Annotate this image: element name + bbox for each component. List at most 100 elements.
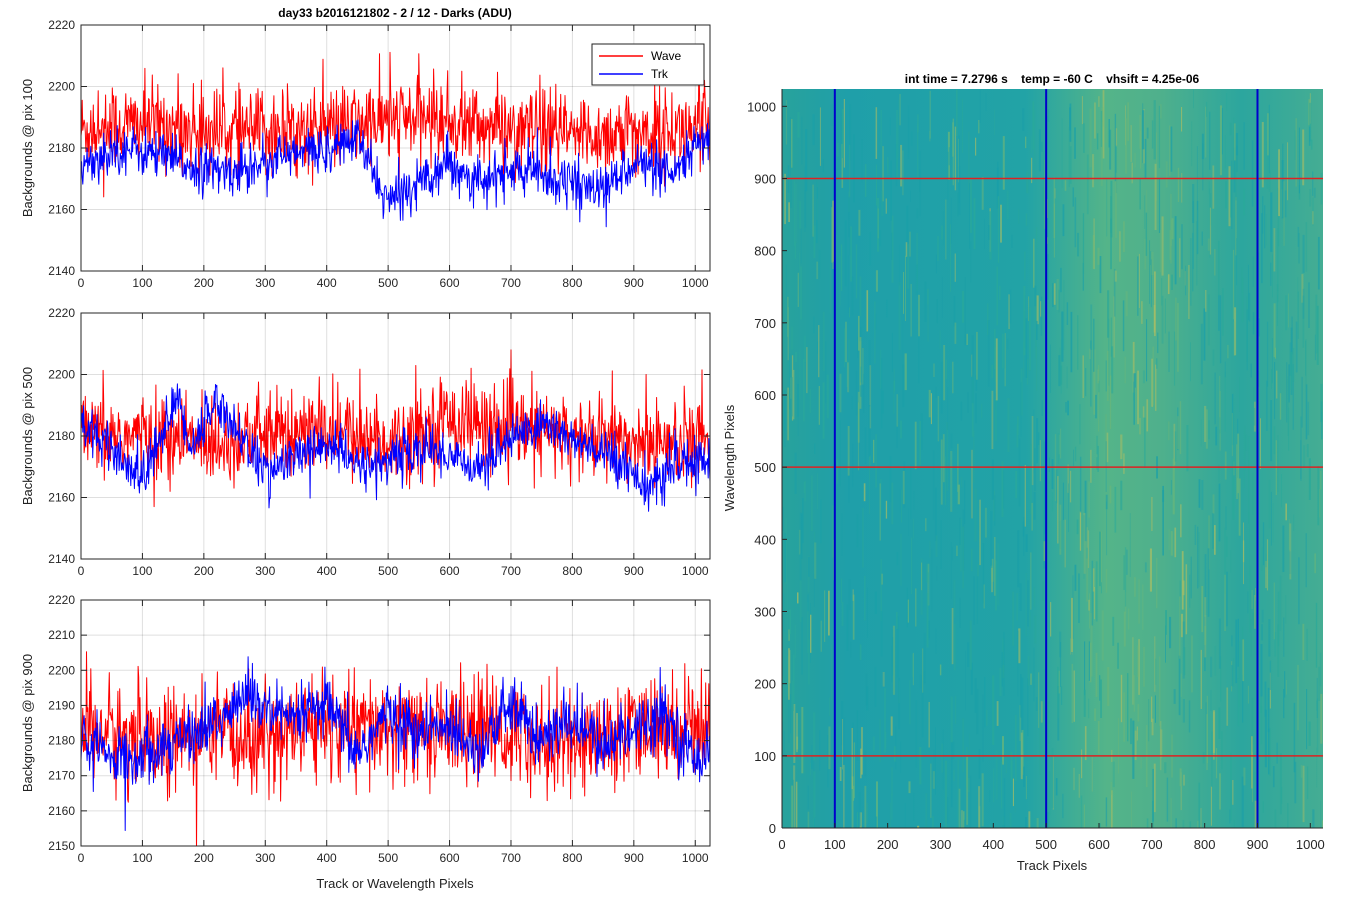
heatmap-streak [1167, 274, 1170, 295]
heatmap-streak [840, 578, 842, 603]
heatmap-streak [1064, 180, 1067, 191]
heatmap-streak [1191, 635, 1193, 693]
heatmap-streak [1290, 351, 1293, 390]
heatmap-streak [1123, 692, 1125, 742]
heatmap-streak [1038, 129, 1041, 172]
heatmap-streak [1012, 591, 1015, 646]
heatmap-streak [1294, 130, 1296, 160]
heatmap-streak [1312, 809, 1315, 828]
heatmap-streak [1030, 552, 1032, 610]
heatmap-streak [1134, 373, 1136, 388]
heatmap-streak [1169, 616, 1172, 649]
heatmap-streak [973, 576, 975, 625]
heatmap-streak [896, 425, 898, 449]
heatmap-streak [797, 111, 800, 138]
heatmap-streak [1224, 527, 1227, 594]
heatmap-streak [1051, 748, 1054, 809]
heatmap-streak [1233, 123, 1236, 161]
heatmap-streak [1050, 602, 1052, 637]
heatmap-streak [801, 116, 803, 165]
heatmap-streak [1007, 398, 1010, 453]
heatmap-streak [933, 363, 935, 377]
heatmap-streak [1072, 187, 1074, 207]
heatmap-streak [1306, 628, 1308, 661]
heatmap-streak [916, 208, 919, 219]
heatmap-streak [822, 382, 825, 439]
heatmap-streak [1277, 188, 1280, 247]
heatmap-streak [1202, 143, 1204, 191]
heatmap-streak [818, 249, 821, 279]
heatmap-streak [1060, 428, 1062, 459]
heatmap-streak [853, 785, 855, 801]
heatmap-streak [1251, 697, 1254, 745]
heatmap-streak [906, 587, 908, 628]
heatmap-streak [1209, 193, 1212, 226]
heatmap-streak [1127, 673, 1129, 742]
heatmap-streak [810, 763, 811, 776]
heatmap-streak [1023, 285, 1026, 356]
heatmap-streak [1069, 146, 1072, 184]
heatmap-streak [813, 771, 816, 818]
heatmap-streak [1273, 426, 1276, 455]
heatmap-streak [926, 593, 929, 648]
heatmap-streak [860, 748, 862, 779]
heatmap-streak [1004, 333, 1006, 387]
heatmap-streak [1267, 113, 1269, 156]
heatmap-streak [919, 169, 921, 193]
heatmap-streak [919, 674, 922, 689]
heatmap-streak [1023, 251, 1026, 281]
heatmap-streak [1321, 411, 1323, 440]
heatmap-streak [891, 332, 893, 372]
heatmap-streak [1225, 506, 1227, 530]
heatmap-streak [1081, 96, 1083, 125]
heatmap-streak [889, 456, 892, 503]
heatmap-streak [1105, 360, 1107, 392]
heatmap-streak [794, 452, 797, 494]
heatmap-streak [812, 184, 814, 237]
heatmap-streak [971, 449, 973, 519]
heatmap-streak [1292, 347, 1295, 382]
heatmap-streak [1174, 431, 1177, 462]
heatmap-streak [1149, 240, 1151, 304]
heatmap-streak [1089, 108, 1092, 168]
heatmap-streak [1016, 424, 1019, 448]
heatmap-streak [1219, 375, 1221, 430]
heatmap-streak [922, 648, 924, 693]
heatmap-streak [1082, 213, 1085, 274]
x-tick-label: 1000 [682, 851, 709, 865]
heatmap-streak [879, 349, 882, 389]
heatmap-streak [789, 353, 791, 410]
heatmap-streak [991, 459, 994, 500]
heatmap-streak [978, 786, 981, 828]
heatmap-streak [1261, 547, 1263, 571]
heatmap-streak [1082, 355, 1084, 398]
heatmap-streak [1205, 409, 1208, 449]
legend: Wave Trk [591, 43, 705, 86]
heatmap-streak [788, 387, 790, 444]
heatmap-streak [783, 704, 785, 721]
heatmap-streak [962, 526, 964, 589]
heatmap-streak [907, 508, 909, 536]
heatmap-streak [984, 507, 987, 538]
heatmap-streak [793, 765, 796, 828]
heatmap-streak [829, 264, 831, 314]
heatmap-streak [833, 132, 835, 197]
x-tick-label: 800 [1194, 837, 1216, 852]
heatmap-streak [1248, 460, 1250, 524]
heatmap-streak [1138, 579, 1140, 624]
heatmap-streak [1303, 445, 1306, 468]
heatmap-streak [1140, 757, 1142, 769]
heatmap-streak [904, 353, 907, 391]
heatmap-streak [1273, 228, 1276, 272]
heatmap-streak [1205, 290, 1207, 312]
heatmap-streak [1298, 127, 1300, 194]
heatmap-streak [1047, 109, 1050, 122]
heatmap-streak [816, 176, 818, 244]
heatmap-streak [927, 563, 930, 606]
heatmap-streak [1123, 555, 1126, 590]
heatmap-streak [886, 299, 888, 318]
heatmap-streak [1284, 190, 1287, 218]
heatmap-streak [851, 728, 853, 790]
heatmap-streak [819, 730, 821, 771]
heatmap-streak [989, 790, 991, 802]
